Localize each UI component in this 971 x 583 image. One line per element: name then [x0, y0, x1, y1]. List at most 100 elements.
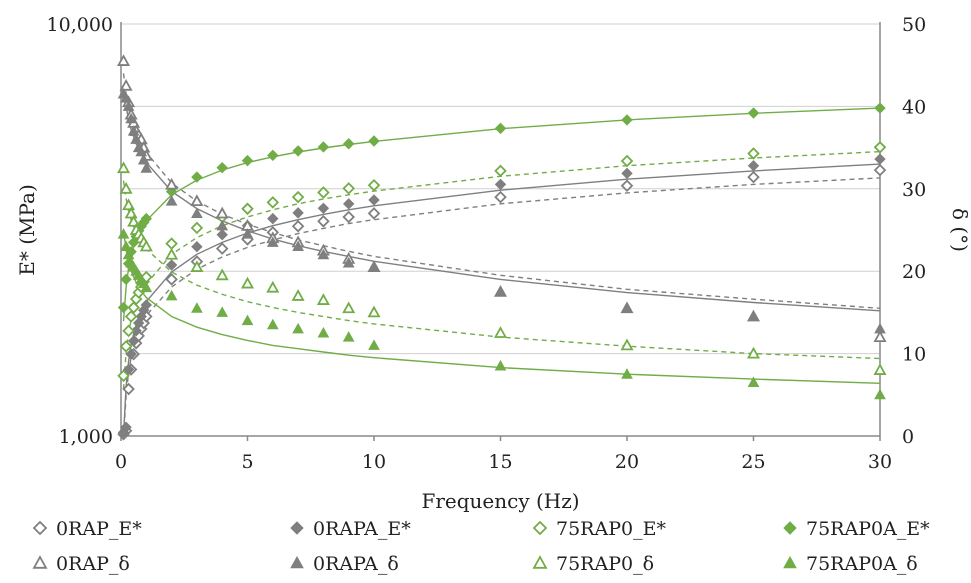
- legend-marker: [32, 555, 48, 569]
- series-0RAPA_E*: [117, 153, 886, 439]
- data-point: [191, 207, 203, 219]
- data-point: [140, 281, 153, 293]
- data-point: [165, 259, 178, 271]
- data-point: [494, 178, 507, 191]
- data-point: [139, 239, 153, 252]
- data-point: [117, 369, 130, 383]
- data-point: [165, 289, 178, 301]
- series-0RAPA_δ: [117, 88, 886, 334]
- data-point: [874, 153, 886, 165]
- data-point: [494, 285, 507, 297]
- data-point: [215, 242, 229, 255]
- axes: 0 5 10 15 20 25 30 1,000 10,000 0 10 20 30 40 50 Freque…: [15, 14, 971, 513]
- y-right-tick-label: 0: [902, 426, 914, 448]
- data-point: [165, 195, 178, 206]
- data-point: [120, 421, 132, 433]
- data-point: [266, 280, 280, 293]
- data-point: [215, 268, 229, 281]
- data-point: [494, 190, 507, 204]
- legend-marker: [532, 555, 548, 569]
- data-point: [267, 212, 279, 225]
- data-point: [747, 310, 760, 322]
- data-point: [747, 376, 760, 387]
- x-tick-label: 20: [615, 451, 639, 473]
- data-point: [747, 170, 760, 184]
- data-point: [342, 301, 356, 314]
- data-point: [117, 301, 130, 314]
- data-point: [130, 133, 143, 144]
- data-point: [873, 163, 887, 177]
- fit-line-0RAP_E*: [122, 177, 881, 437]
- data-point: [747, 147, 760, 160]
- data-point: [216, 229, 228, 241]
- legend-item-0RAP_δ: 0RAP_δ: [32, 553, 130, 575]
- legend-item-0RAP_E*: 0RAP_E*: [32, 518, 142, 540]
- data-point: [317, 202, 330, 215]
- legend-label: 0RAPA_E*: [313, 518, 411, 540]
- data-point: [117, 161, 131, 174]
- y-left-tick-label: 1,000: [59, 426, 113, 448]
- data-point: [117, 54, 131, 66]
- series-75RAP0_δ: [117, 161, 887, 375]
- data-point: [191, 302, 203, 313]
- data-point: [368, 339, 380, 350]
- data-point: [140, 162, 153, 173]
- data-point: [241, 154, 254, 167]
- data-point: [621, 167, 633, 180]
- data-point: [122, 198, 136, 211]
- data-point: [119, 181, 133, 194]
- data-point: [120, 273, 132, 286]
- data-point: [122, 382, 135, 396]
- series-75RAP0A_E*: [117, 102, 886, 314]
- legend: 0RAP_E* 0RAPA_E* 75RAP0_E* 75RAP0A_E* 0RAP_δ…: [32, 518, 930, 575]
- data-point: [122, 100, 135, 111]
- fit-line-0RAP_δ: [122, 73, 881, 309]
- data-point: [291, 289, 305, 301]
- data-point: [494, 359, 507, 371]
- legend-label: 75RAP0A_δ: [806, 553, 918, 575]
- x-tick-label: 15: [488, 451, 512, 473]
- data-point: [165, 177, 179, 190]
- data-point: [367, 179, 381, 192]
- data-point: [241, 314, 254, 326]
- data-point: [316, 293, 330, 305]
- data-point: [494, 164, 507, 178]
- series-75RAP0A_δ: [117, 228, 886, 400]
- data-point: [266, 318, 279, 330]
- data-point: [122, 363, 135, 376]
- data-point: [117, 228, 130, 239]
- y-left-axis-title: E* (MPa): [15, 184, 39, 276]
- data-point: [746, 346, 761, 359]
- y-right-tick-label: 50: [902, 14, 926, 36]
- x-tick-label: 10: [362, 451, 386, 473]
- data-point: [125, 348, 137, 360]
- data-point: [124, 310, 138, 323]
- data-point: [127, 125, 140, 136]
- data-point: [241, 202, 254, 216]
- data-point: [873, 141, 887, 154]
- data-point: [125, 112, 137, 124]
- data-point: [873, 330, 887, 343]
- fit-line-0RAPA_E*: [122, 163, 881, 437]
- legend-item-0RAPA_δ: 0RAPA_δ: [290, 553, 399, 575]
- data-point: [120, 92, 132, 103]
- data-point: [874, 102, 886, 114]
- x-tick-label: 30: [868, 451, 892, 473]
- data-markers: [117, 54, 887, 441]
- data-point: [119, 78, 133, 91]
- data-point: [140, 212, 153, 225]
- y-right-tick-label: 40: [902, 96, 926, 118]
- data-point: [191, 241, 203, 253]
- data-point: [135, 145, 148, 157]
- legend-marker: [290, 555, 304, 569]
- data-point: [621, 302, 633, 313]
- data-point: [317, 326, 330, 338]
- legend-item-75RAP0_E*: 75RAP0_E*: [532, 518, 666, 540]
- x-tick-label: 5: [241, 451, 253, 473]
- data-point: [620, 179, 634, 193]
- legend-item-75RAP0_δ: 75RAP0_δ: [532, 553, 654, 575]
- data-point: [190, 221, 204, 235]
- data-point: [190, 194, 204, 207]
- data-point: [119, 340, 133, 353]
- y-right-tick-label: 30: [902, 179, 926, 201]
